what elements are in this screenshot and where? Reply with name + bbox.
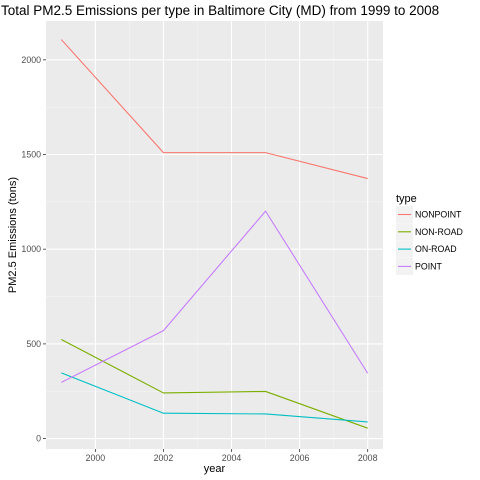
series-line-non-road xyxy=(61,339,368,429)
y-tick-label: 0 xyxy=(36,434,41,444)
legend-title: type xyxy=(396,193,417,205)
series-line-nonpoint xyxy=(60,39,368,180)
legend-label: NONPOINT xyxy=(415,210,462,220)
y-tick-label: 1500 xyxy=(21,150,41,160)
plot-panel xyxy=(46,21,383,449)
legend-item-point: POINT xyxy=(396,257,443,275)
series-lines xyxy=(60,39,369,429)
x-axis-title: year xyxy=(204,463,226,475)
y-tick-label: 2000 xyxy=(21,55,41,65)
legend-items: NONPOINT NON-ROAD ON-ROAD POINT xyxy=(396,206,463,275)
legend-label: ON-ROAD xyxy=(415,244,457,254)
y-tick-label: 1000 xyxy=(21,244,41,254)
y-axis-title: PM2.5 Emissions (tons) xyxy=(7,177,19,293)
x-tick-label: 2006 xyxy=(290,453,310,463)
x-tick-label: 2002 xyxy=(154,453,174,463)
x-tick-label: 2008 xyxy=(358,453,378,463)
legend-label: NON-ROAD xyxy=(415,227,463,237)
x-tick-label: 2004 xyxy=(222,453,242,463)
major-gridlines xyxy=(46,21,383,449)
minor-gridlines xyxy=(46,21,383,449)
series-line-point xyxy=(61,210,369,383)
series-line-on-road xyxy=(61,372,368,423)
legend: type NONPOINT NON-ROAD ON-ROAD POINT xyxy=(396,193,463,275)
legend-label: POINT xyxy=(415,262,443,272)
legend-item-nonpoint: NONPOINT xyxy=(396,206,462,223)
y-tick-label: 500 xyxy=(26,339,41,349)
chart-title: Total PM2.5 Emissions per type in Baltim… xyxy=(1,3,439,18)
legend-item-on-road: ON-ROAD xyxy=(396,240,457,258)
x-tick-label: 2000 xyxy=(86,453,106,463)
y-axis-ticks: 0 500 1000 1500 2000 xyxy=(21,55,46,444)
legend-item-non-road: NON-ROAD xyxy=(396,223,463,241)
x-axis-ticks: 2000 2002 2004 2006 2008 xyxy=(86,449,378,463)
